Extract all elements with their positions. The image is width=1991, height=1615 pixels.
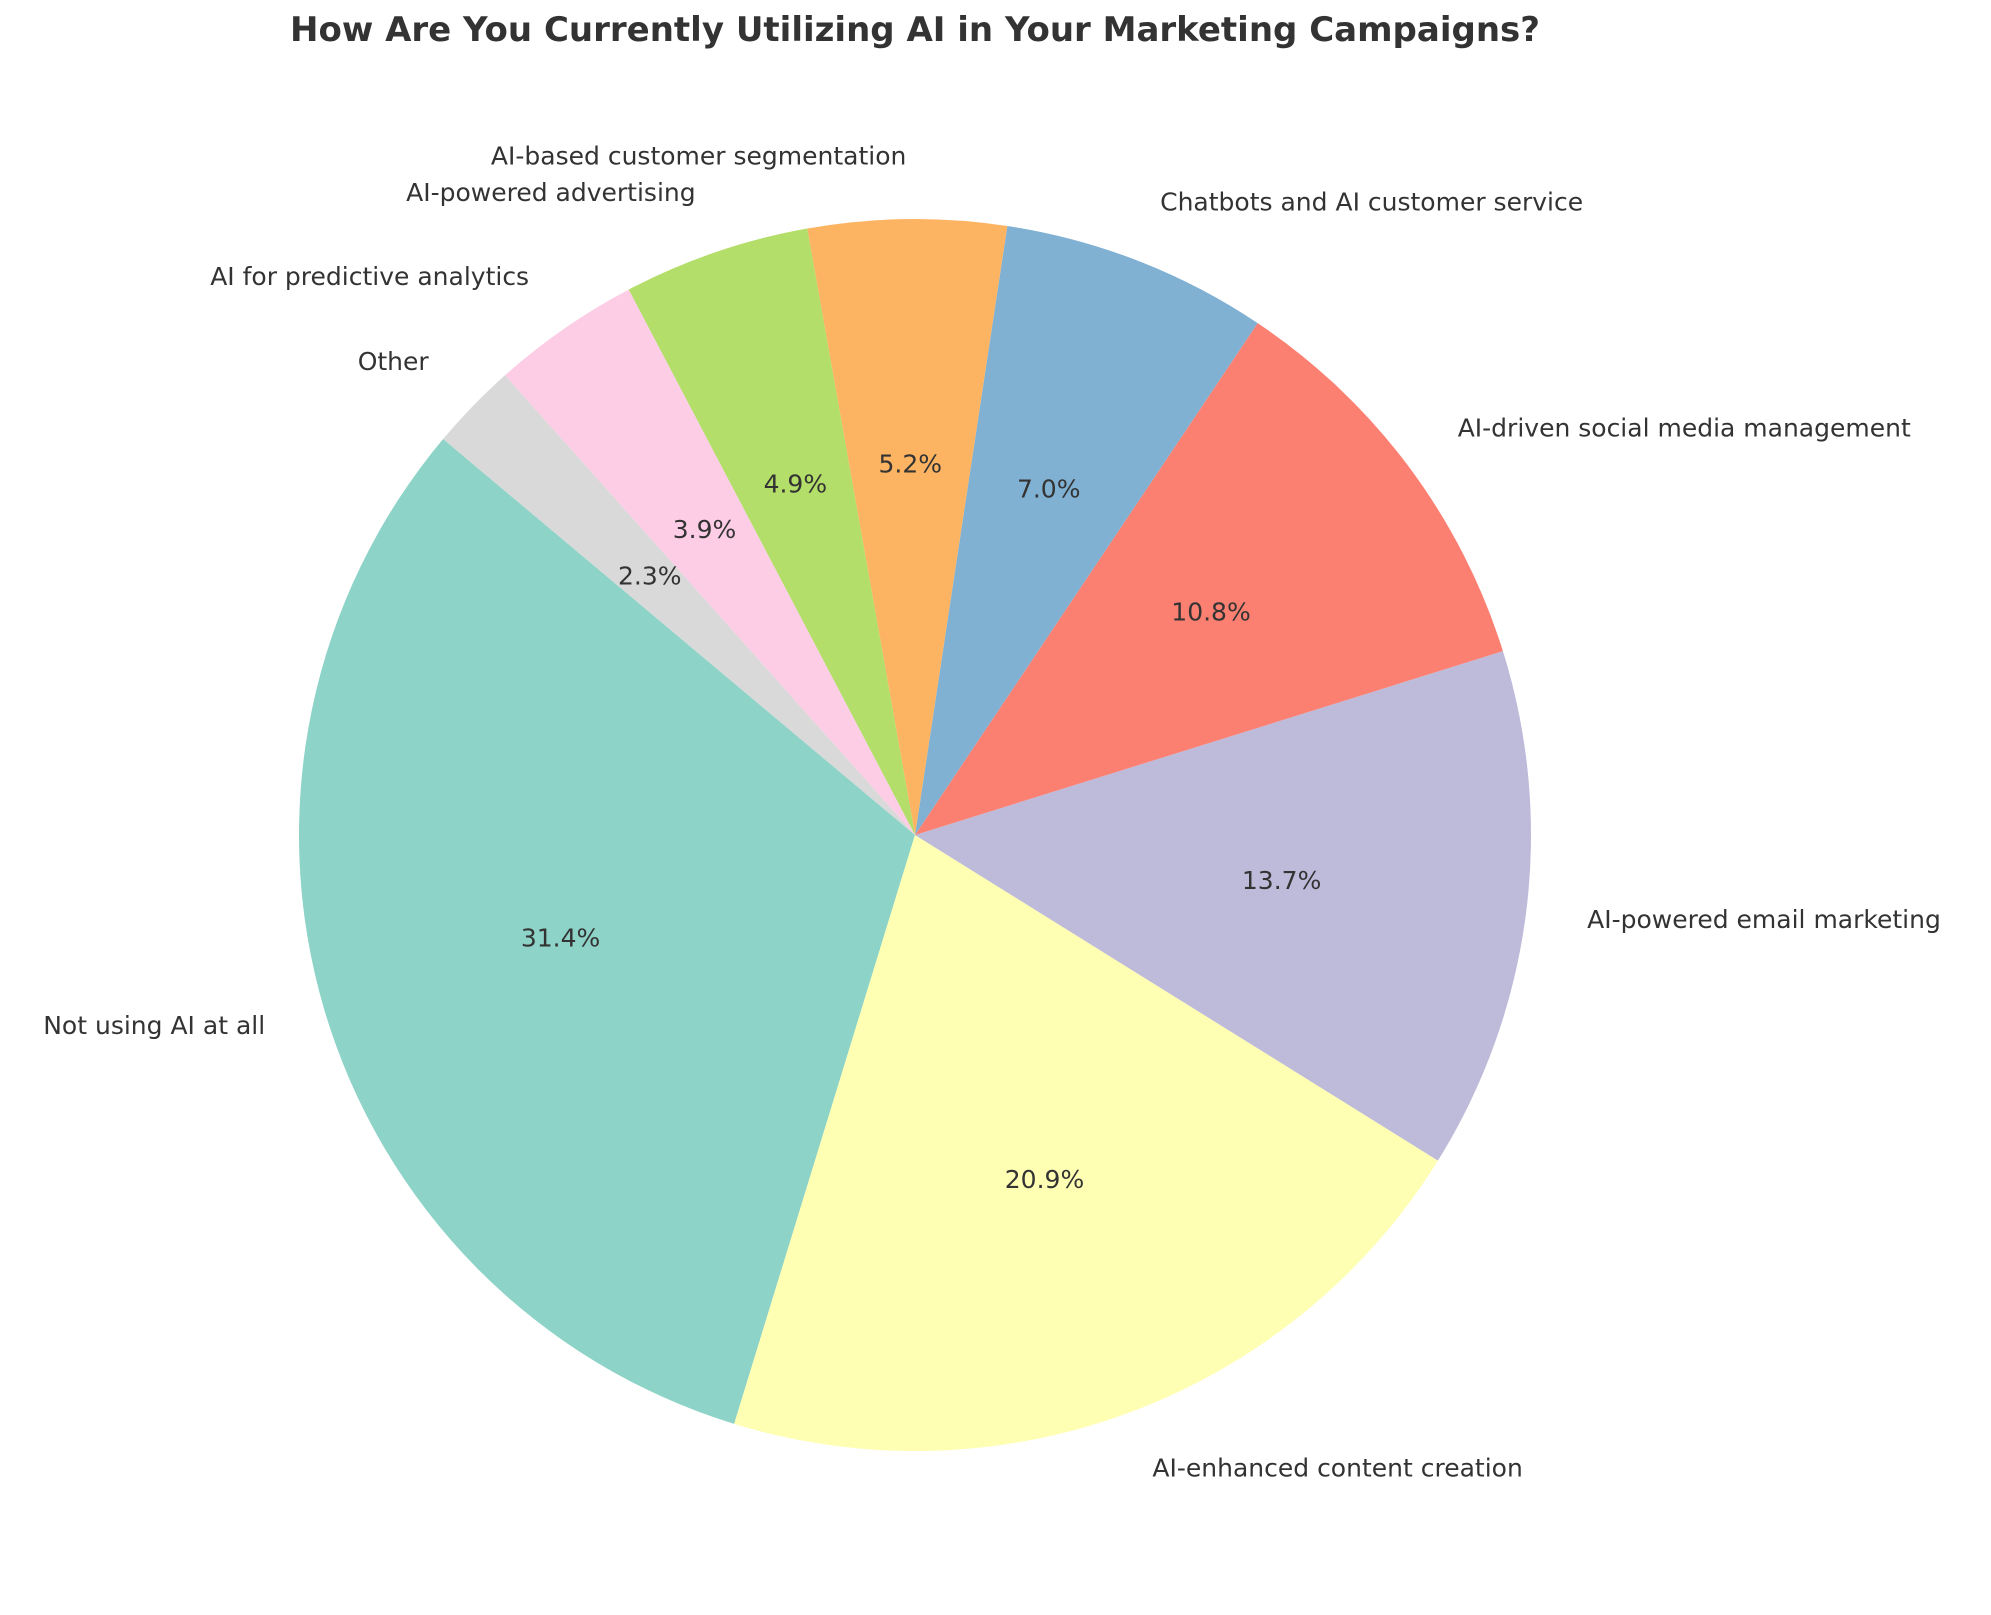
pie-slice-chatbots-and-ai-customer-service [915,225,1258,836]
slice-label-not-using-ai-at-all: Not using AI at all [43,1011,265,1040]
pie-slice-not-using-ai-at-all [299,439,915,1424]
pie-slice-other [443,375,915,835]
slice-label-chatbots-and-ai-customer-service: Chatbots and AI customer service [1160,187,1583,216]
pct-label-ai-powered-advertising: 4.9% [764,469,828,498]
pie-slice-ai-for-predictive-analytics [504,289,915,835]
slice-label-other: Other [358,347,430,376]
pct-label-other: 2.3% [618,562,682,591]
pie-slice-ai-based-customer-segmentation [807,219,1008,836]
chart-title: How Are You Currently Utilizing AI in Yo… [290,10,1540,50]
pie-slice-ai-powered-advertising [628,228,915,835]
pct-label-ai-powered-email-marketing: 13.7% [1242,866,1321,895]
pie-slices [299,219,1531,1451]
pct-label-ai-for-predictive-analytics: 3.9% [673,515,737,544]
pie-slice-ai-driven-social-media-management [915,323,1503,835]
pct-label-ai-enhanced-content-creation: 20.9% [1005,1165,1084,1194]
slice-label-ai-enhanced-content-creation: AI-enhanced content creation [1152,1454,1522,1483]
slice-label-ai-powered-advertising: AI-powered advertising [406,178,696,207]
pie-slice-ai-enhanced-content-creation [734,835,1438,1451]
pie-slice-ai-powered-email-marketing [915,651,1531,1161]
slice-label-ai-driven-social-media-management: AI-driven social media management [1458,413,1911,442]
slice-label-ai-for-predictive-analytics: AI for predictive analytics [210,262,529,291]
pct-label-chatbots-and-ai-customer-service: 7.0% [1017,474,1081,503]
pie-labels: Not using AI at all 31.4% AI-enhanced cont… [43,141,1941,1482]
pct-label-ai-driven-social-media-management: 10.8% [1171,598,1250,627]
pct-label-not-using-ai-at-all: 31.4% [521,924,600,953]
slice-label-ai-powered-email-marketing: AI-powered email marketing [1587,905,1941,934]
pct-label-ai-based-customer-segmentation: 5.2% [879,449,943,478]
slice-label-ai-based-customer-segmentation: AI-based customer segmentation [491,141,906,170]
